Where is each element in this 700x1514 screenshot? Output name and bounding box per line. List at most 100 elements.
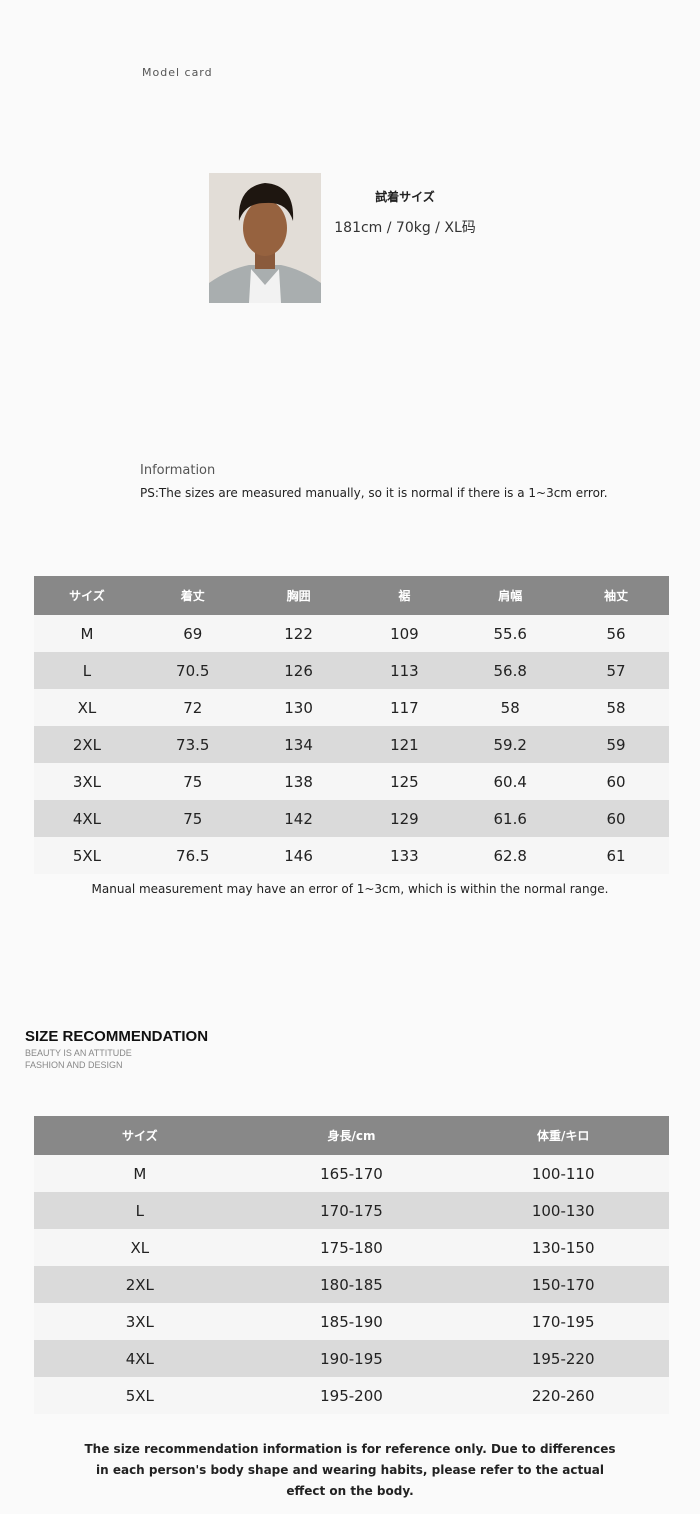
column-header: 肩幅 <box>457 576 564 615</box>
table-cell: XL <box>34 1229 246 1266</box>
table-cell: 170-175 <box>245 1192 458 1229</box>
table-cell: 55.6 <box>457 615 564 652</box>
table-cell: 69 <box>139 615 246 652</box>
table-cell: 170-195 <box>457 1303 669 1340</box>
table-cell: 146 <box>245 837 352 874</box>
table-cell: 75 <box>139 800 246 837</box>
information-title: Information <box>140 463 216 478</box>
table-cell: 195-200 <box>245 1377 458 1414</box>
column-header: 袖丈 <box>563 576 669 615</box>
table-cell: 121 <box>351 726 458 763</box>
table-cell: 2XL <box>34 726 140 763</box>
table-cell: 100-110 <box>457 1155 669 1192</box>
table-cell: 57 <box>563 652 669 689</box>
table-cell: 185-190 <box>245 1303 458 1340</box>
table-row: XL 175-180 130-150 <box>34 1229 669 1266</box>
table-cell: 73.5 <box>139 726 246 763</box>
table-cell: 122 <box>245 615 352 652</box>
table-cell: 113 <box>351 652 458 689</box>
table-cell: 70.5 <box>139 652 246 689</box>
table-row: 4XL 190-195 195-220 <box>34 1340 669 1377</box>
table-cell: 4XL <box>34 1340 246 1377</box>
table-cell: 138 <box>245 763 352 800</box>
column-header: サイズ <box>34 1116 246 1155</box>
table-row: 5XL 195-200 220-260 <box>34 1377 669 1414</box>
size-table: サイズ 着丈 胸囲裾肩幅 袖丈 M 69 122 109 55.6 56 L 70.5 126 113 5… <box>34 576 669 874</box>
table-cell: 60 <box>563 800 669 837</box>
table-cell: 117 <box>351 689 458 726</box>
table-cell: 130 <box>245 689 352 726</box>
table-cell: 4XL <box>34 800 140 837</box>
table-cell: 165-170 <box>245 1155 458 1192</box>
information-note: PS:The sizes are measured manually, so i… <box>140 486 608 500</box>
table-cell: 76.5 <box>139 837 246 874</box>
table-cell: L <box>34 652 140 689</box>
table-cell: 2XL <box>34 1266 246 1303</box>
table-cell: 60 <box>563 763 669 800</box>
table-row: L 70.5 126 113 56.8 57 <box>34 652 669 689</box>
table-cell: 130-150 <box>457 1229 669 1266</box>
model-photo <box>209 173 321 303</box>
table-cell: 126 <box>245 652 352 689</box>
model-card-label: Model card <box>142 66 213 79</box>
column-header: 着丈 <box>139 576 246 615</box>
recommendation-subtitle-1: BEAUTY IS AN ATTITUDE <box>25 1048 132 1058</box>
recommendation-subtitle-2: FASHION AND DESIGN <box>25 1060 123 1070</box>
table-cell: L <box>34 1192 246 1229</box>
table-cell: XL <box>34 689 140 726</box>
table-cell: 134 <box>245 726 352 763</box>
table-cell: 61 <box>563 837 669 874</box>
column-header: 体重/キロ <box>457 1116 669 1155</box>
table-cell: 220-260 <box>457 1377 669 1414</box>
table-row: 5XL 76.5 146 133 62.8 61 <box>34 837 669 874</box>
table-cell: 5XL <box>34 837 140 874</box>
column-header: サイズ <box>34 576 140 615</box>
table-cell: 3XL <box>34 1303 246 1340</box>
fit-size-title: 試着サイズ <box>375 190 435 204</box>
table-cell: 56.8 <box>457 652 564 689</box>
column-header: 裾 <box>351 576 458 615</box>
table-cell: 62.8 <box>457 837 564 874</box>
table-cell: 150-170 <box>457 1266 669 1303</box>
table-cell: 56 <box>563 615 669 652</box>
table-row: 4XL 75 142 129 61.6 60 <box>34 800 669 837</box>
table-header: サイズ 着丈 胸囲裾肩幅 袖丈 <box>34 576 669 615</box>
table-cell: 72 <box>139 689 246 726</box>
table-row: 3XL 75 138 125 60.4 60 <box>34 763 669 800</box>
table-cell: 175-180 <box>245 1229 458 1266</box>
measurement-note: Manual measurement may have an error of … <box>91 882 609 896</box>
table-cell: 129 <box>351 800 458 837</box>
table-row: 2XL 180-185 150-170 <box>34 1266 669 1303</box>
table-row: 2XL 73.5 134 121 59.2 59 <box>34 726 669 763</box>
table-row: M 165-170 100-110 <box>34 1155 669 1192</box>
table-cell: 125 <box>351 763 458 800</box>
column-header: 胸囲 <box>245 576 352 615</box>
table-cell: M <box>34 615 140 652</box>
table-cell: 75 <box>139 763 246 800</box>
fit-size-value: 181cm / 70kg / XL码 <box>334 220 476 236</box>
table-row: L 170-175 100-130 <box>34 1192 669 1229</box>
table-cell: 5XL <box>34 1377 246 1414</box>
recommendation-note: The size recommendation information is f… <box>0 1439 700 1502</box>
table-cell: 142 <box>245 800 352 837</box>
table-cell: 180-185 <box>245 1266 458 1303</box>
table-row: 3XL 185-190 170-195 <box>34 1303 669 1340</box>
recommendation-table: サイズ 身長/cm 体重/キロ M 165-170 100-110 L 170-175 100… <box>34 1116 669 1414</box>
table-header: サイズ 身長/cm 体重/キロ <box>34 1116 669 1155</box>
column-header: 身長/cm <box>245 1116 458 1155</box>
table-row: M 69 122 109 55.6 56 <box>34 615 669 652</box>
recommendation-note-text: The size recommendation information is f… <box>84 1442 616 1498</box>
table-cell: 59 <box>563 726 669 763</box>
table-cell: 109 <box>351 615 458 652</box>
table-cell: 60.4 <box>457 763 564 800</box>
table-cell: 61.6 <box>457 800 564 837</box>
table-cell: 59.2 <box>457 726 564 763</box>
table-cell: M <box>34 1155 246 1192</box>
recommendation-title: SIZE RECOMMENDATION <box>25 1028 209 1045</box>
table-row: XL 72 130 117 58 58 <box>34 689 669 726</box>
table-cell: 58 <box>563 689 669 726</box>
table-cell: 195-220 <box>457 1340 669 1377</box>
table-cell: 58 <box>457 689 564 726</box>
table-cell: 3XL <box>34 763 140 800</box>
table-cell: 100-130 <box>457 1192 669 1229</box>
